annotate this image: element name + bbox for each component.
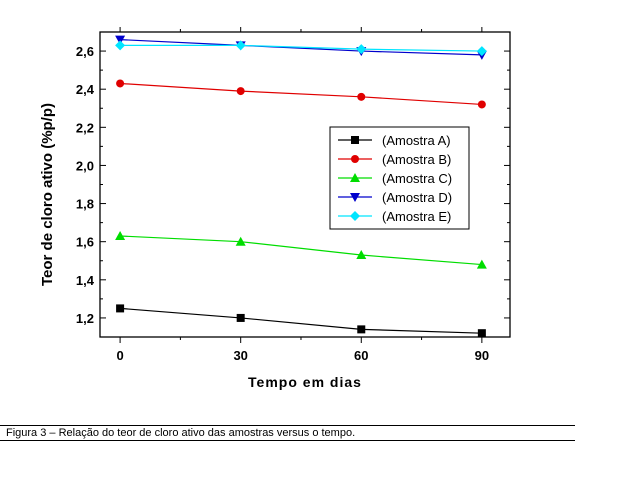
legend-marker: [350, 173, 360, 182]
caption-top-rule: [0, 425, 575, 426]
legend-marker: [350, 211, 360, 221]
series-amostra-e: [115, 40, 487, 57]
legend: (Amostra A) (Amostra B) (Amostra C) (Amostr…: [329, 126, 470, 230]
data-point: [477, 100, 486, 109]
data-point: [115, 35, 126, 45]
data-point: [115, 40, 126, 51]
x-tick-label: 30: [233, 348, 247, 363]
y-tick-label: 1,6: [76, 235, 94, 250]
data-point: [235, 40, 246, 51]
series-line: [120, 44, 482, 52]
series-line: [120, 82, 482, 106]
series-amostra-a: [116, 304, 486, 338]
data-point: [235, 236, 246, 246]
data-point: [357, 325, 366, 334]
data-point: [116, 79, 125, 88]
x-axis-title: Tempo em dias: [248, 374, 362, 390]
data-point: [236, 313, 245, 322]
y-tick-label: 2,6: [76, 44, 94, 59]
legend-marker: [351, 136, 359, 144]
y-tick-label: 2,2: [76, 120, 94, 135]
series-amostra-b: [116, 79, 486, 109]
y-tick-label: 2,0: [76, 158, 94, 173]
y-tick-label: 1,8: [76, 197, 94, 212]
data-point: [356, 250, 367, 260]
legend-label: (Amostra A): [382, 133, 451, 148]
series-line: [120, 39, 482, 56]
legend-label: (Amostra D): [382, 190, 452, 205]
y-axis-title: Teor de cloro ativo (%p/p): [39, 103, 56, 286]
series-amostra-c: [115, 230, 487, 269]
legend-marker: [350, 193, 360, 202]
data-point: [476, 259, 487, 269]
data-point: [356, 44, 367, 55]
x-tick-label: 90: [475, 348, 489, 363]
data-point: [476, 46, 487, 57]
legend-label: (Amostra C): [382, 171, 452, 186]
x-tick-label: 0: [116, 348, 123, 363]
data-point: [116, 304, 125, 313]
legend-label: (Amostra E): [382, 209, 451, 224]
y-tick-label: 1,4: [76, 273, 95, 288]
data-point: [236, 87, 245, 96]
line-chart: 1,2 1,4 1,6 1,8 2,0 2,2 2,4 2,6 0 30 60 90 Tempo em …: [39, 27, 511, 390]
legend-label: (Amostra B): [382, 152, 451, 167]
x-tick-label: 60: [354, 348, 368, 363]
data-point: [357, 92, 366, 101]
y-tick-label: 1,2: [76, 311, 94, 326]
figure-caption: Figura 3 – Relação do teor de cloro ativ…: [6, 427, 356, 439]
series-line: [120, 235, 482, 266]
caption-bottom-rule: [0, 440, 575, 441]
data-point: [477, 329, 486, 338]
legend-marker: [351, 155, 359, 163]
data-point: [115, 230, 126, 240]
series-line: [120, 307, 482, 334]
y-tick-label: 2,4: [76, 82, 95, 97]
